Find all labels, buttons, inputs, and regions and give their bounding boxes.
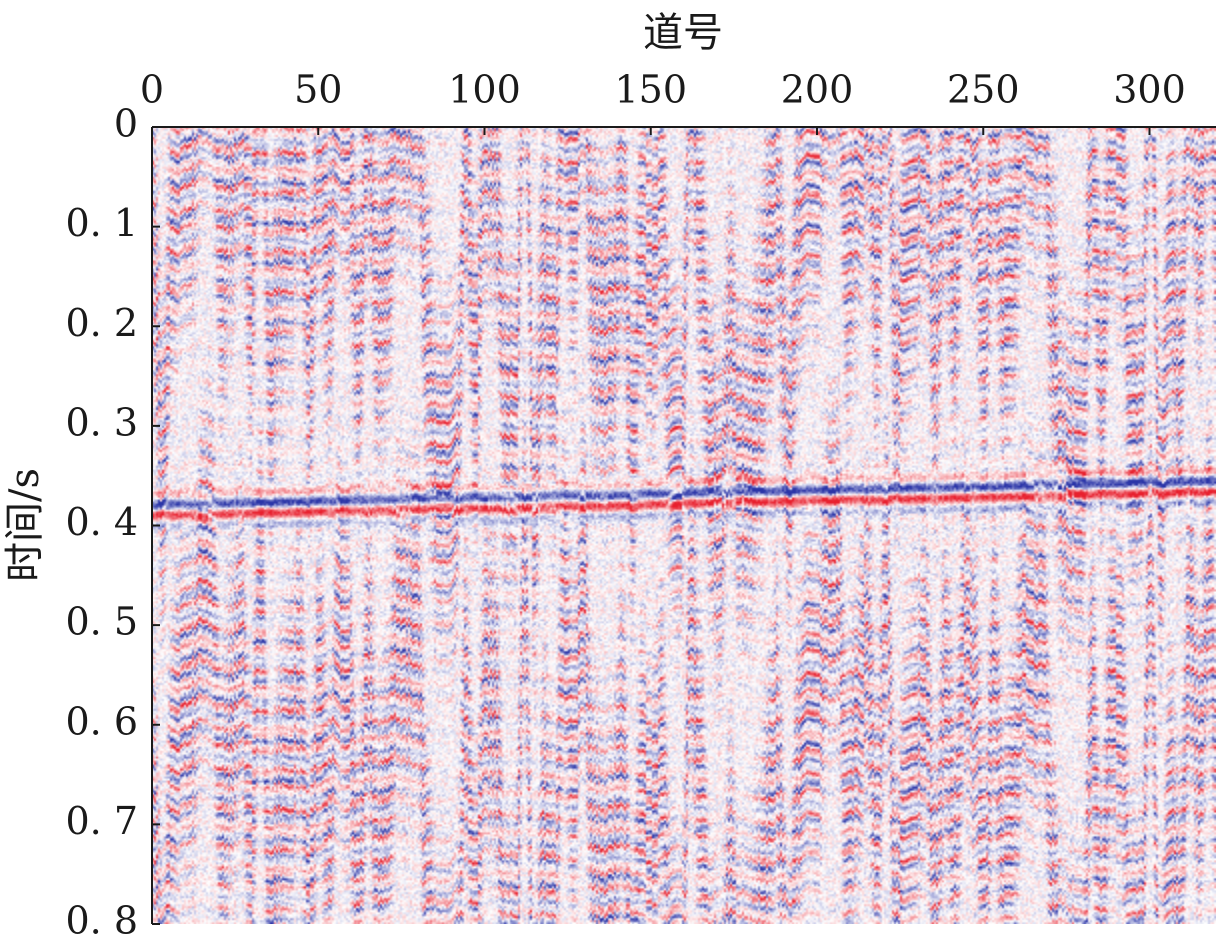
- y-tick-label: 0: [114, 102, 138, 146]
- x-tick-label: 100: [448, 68, 521, 112]
- y-tick-label: 0. 1: [65, 201, 138, 245]
- y-ticks: 0 0. 1 0. 2 0. 3 0. 4 0. 5 0. 6 0. 7 0. 8: [65, 102, 160, 943]
- x-tick-label: 250: [947, 68, 1020, 112]
- y-tick-label: 0. 2: [65, 301, 138, 345]
- y-tick-label: 0. 8: [65, 899, 138, 943]
- x-axis-label: 道号: [643, 10, 723, 56]
- x-tick-label: 200: [781, 68, 854, 112]
- y-tick-label: 0. 3: [65, 400, 138, 444]
- y-tick-label: 0. 5: [65, 600, 138, 644]
- x-tick-label: 150: [614, 68, 687, 112]
- x-tick-label: 0: [140, 68, 164, 112]
- y-axis-label: 时间/s: [2, 468, 48, 582]
- x-tick-label: 300: [1113, 68, 1186, 112]
- x-ticks: 0 50 100 150 200 250 300: [140, 68, 1186, 135]
- y-tick-label: 0. 6: [65, 699, 138, 743]
- x-tick-label: 50: [294, 68, 342, 112]
- seismic-image: [152, 127, 1216, 924]
- seismic-heatmap: [152, 127, 1216, 924]
- y-tick-label: 0. 7: [65, 799, 138, 843]
- y-tick-label: 0. 4: [65, 500, 138, 544]
